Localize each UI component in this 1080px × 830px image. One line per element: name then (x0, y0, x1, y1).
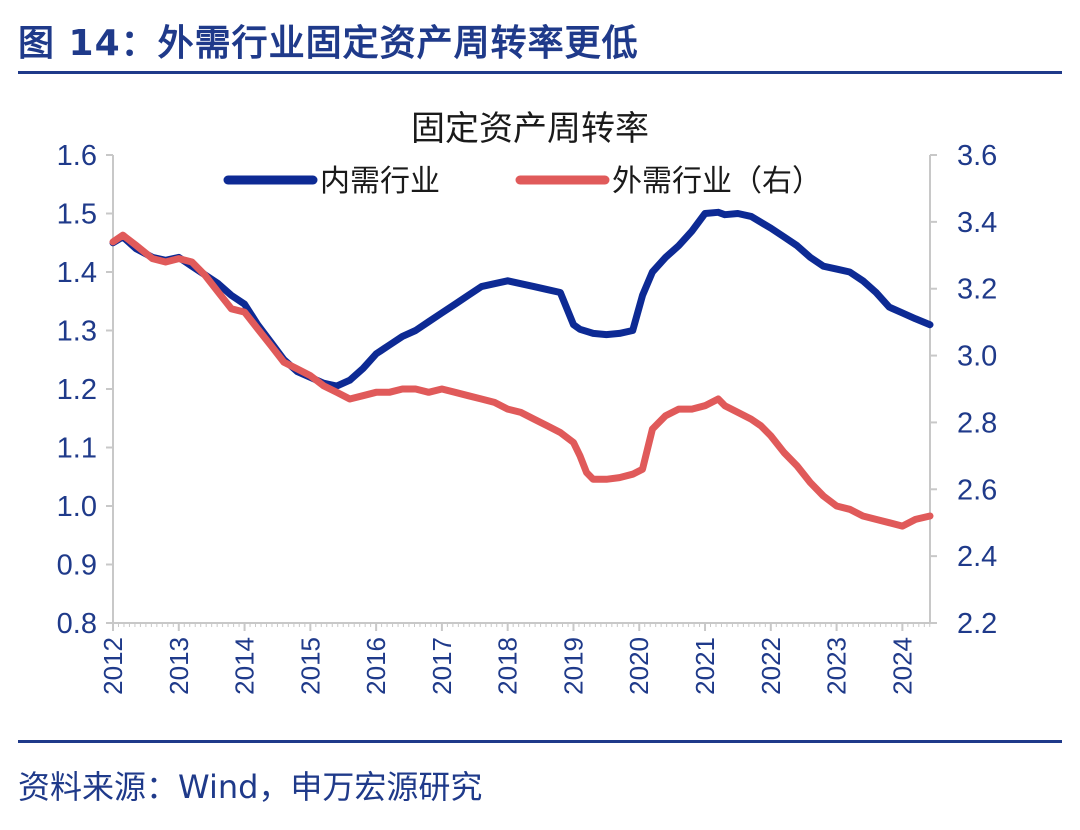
chart-title: 固定资产周转率 (411, 109, 649, 149)
x-tick-label: 2012 (98, 637, 128, 695)
x-tick-label: 2022 (756, 637, 786, 695)
left-tick-label: 0.9 (57, 550, 97, 582)
legend-label-external: 外需行业（右） (612, 164, 822, 199)
x-tick-label: 2013 (164, 637, 194, 695)
x-tick-label: 2018 (493, 637, 523, 695)
line-chart: 固定资产周转率 内需行业 外需行业（右） 1.61.51.41.31.21.11… (57, 109, 998, 695)
right-tick-label: 3.6 (957, 140, 997, 172)
left-tick-label: 1.3 (57, 316, 97, 348)
footer-divider (18, 740, 1062, 743)
right-tick-label: 3.0 (957, 341, 997, 373)
axes (112, 155, 931, 624)
right-tick-label: 2.8 (957, 407, 997, 439)
x-tick-label: 2020 (624, 637, 654, 695)
figure-title: 图 14：外需行业固定资产周转率更低 (18, 23, 639, 64)
right-tick-label: 2.6 (957, 474, 997, 506)
left-tick-label: 1.0 (57, 491, 97, 523)
left-tick-label: 0.8 (57, 608, 97, 640)
right-tick-label: 3.4 (957, 207, 997, 239)
x-tick-label: 2015 (295, 637, 325, 695)
source-note: 资料来源：Wind，申万宏源研究 (18, 768, 483, 806)
x-tick-label: 2019 (558, 637, 588, 695)
x-axis: 2012 2013 2014 2015 2016 2017 2018 2019 2020 2021… (98, 623, 931, 695)
left-tick-label: 1.4 (57, 257, 97, 289)
x-tick-label: 2021 (690, 637, 720, 695)
left-tick-label: 1.2 (57, 374, 97, 406)
legend-label-domestic: 内需行业 (320, 164, 440, 199)
series-line-external (109, 231, 934, 530)
left-tick-label: 1.5 (57, 199, 97, 231)
title-divider (18, 71, 1062, 74)
right-tick-label: 3.2 (957, 274, 997, 306)
x-tick-label: 2016 (361, 637, 391, 695)
right-tick-label: 2.2 (957, 608, 997, 640)
x-tick-label: 2023 (822, 637, 852, 695)
x-tick-label: 2024 (887, 637, 917, 695)
legend: 内需行业 外需行业（右） (223, 164, 822, 199)
series-line-domestic (109, 208, 934, 390)
series-layer (109, 208, 934, 530)
left-y-axis: 1.6 1.5 1.4 1.3 1.2 1.1 1.0 0.9 0.8 (57, 140, 113, 640)
right-y-axis: 3.6 3.4 3.2 3.0 2.8 2.6 2.4 2.2 (930, 140, 997, 640)
x-tick-label: 2014 (230, 637, 260, 695)
x-tick-label: 2017 (427, 637, 457, 695)
left-tick-label: 1.6 (57, 140, 97, 172)
right-tick-label: 2.4 (957, 541, 997, 573)
left-tick-label: 1.1 (57, 433, 97, 465)
